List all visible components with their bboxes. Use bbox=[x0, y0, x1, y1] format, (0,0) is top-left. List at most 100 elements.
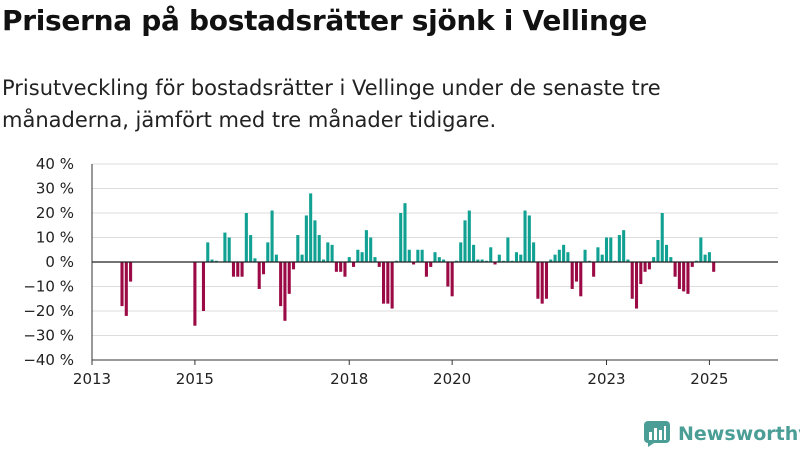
y-tick-label: −20 % bbox=[23, 302, 74, 320]
bar bbox=[686, 262, 690, 294]
bar bbox=[382, 262, 386, 304]
x-tick-label: 2020 bbox=[433, 370, 471, 388]
bar bbox=[514, 252, 519, 262]
bar bbox=[129, 262, 133, 282]
bar bbox=[270, 210, 274, 262]
bar bbox=[690, 262, 694, 267]
bar bbox=[227, 237, 231, 262]
bar bbox=[236, 262, 240, 277]
bar bbox=[223, 232, 227, 262]
x-tick-label: 2018 bbox=[330, 370, 368, 388]
bar bbox=[566, 252, 570, 262]
bar bbox=[326, 242, 330, 262]
bar bbox=[193, 262, 197, 326]
bar bbox=[472, 244, 476, 262]
bar bbox=[652, 257, 656, 262]
bar bbox=[304, 215, 308, 262]
bar bbox=[647, 262, 651, 270]
bar bbox=[596, 247, 600, 262]
brand-logo: Newsworthy bbox=[644, 421, 800, 447]
y-tick-label: 10 % bbox=[36, 229, 74, 247]
x-tick-label: 2015 bbox=[176, 370, 214, 388]
bar bbox=[291, 262, 296, 270]
bar bbox=[604, 237, 609, 262]
bar bbox=[279, 262, 283, 307]
bar bbox=[416, 249, 420, 262]
bar bbox=[583, 249, 587, 262]
page-subtitle: Prisutveckling för bostadsrätter i Velli… bbox=[2, 76, 661, 132]
bar bbox=[274, 254, 278, 262]
x-tick-label: 2013 bbox=[73, 370, 111, 388]
bar bbox=[592, 262, 596, 277]
bar bbox=[351, 262, 356, 267]
bar bbox=[343, 262, 347, 277]
bar bbox=[446, 262, 450, 287]
bar bbox=[377, 262, 381, 267]
bar bbox=[412, 262, 416, 265]
bar bbox=[493, 262, 497, 265]
bar bbox=[553, 254, 557, 262]
bar bbox=[664, 244, 669, 262]
bar bbox=[386, 262, 390, 304]
bar bbox=[574, 262, 579, 282]
bar bbox=[347, 257, 351, 262]
bars bbox=[120, 193, 716, 326]
bar bbox=[261, 262, 266, 275]
bar bbox=[519, 254, 523, 262]
bar bbox=[506, 237, 510, 262]
bar bbox=[549, 259, 553, 262]
bar bbox=[467, 210, 471, 262]
bar bbox=[403, 203, 407, 262]
bar bbox=[703, 254, 707, 262]
bar bbox=[489, 247, 493, 262]
newsworthy-logo-icon bbox=[644, 421, 670, 447]
bar bbox=[244, 213, 248, 262]
bar bbox=[570, 262, 574, 289]
bar bbox=[330, 244, 334, 262]
bar bbox=[206, 242, 210, 262]
y-tick-label: 20 % bbox=[36, 204, 74, 222]
bar bbox=[309, 193, 313, 262]
y-tick-label: −40 % bbox=[23, 351, 74, 369]
bar bbox=[609, 237, 613, 262]
bar bbox=[622, 230, 626, 262]
page-title: Priserna på bostadsrätter sjönk i Vellin… bbox=[2, 4, 648, 37]
bar bbox=[364, 230, 368, 262]
bar bbox=[527, 215, 531, 262]
bar bbox=[390, 262, 394, 309]
bar bbox=[639, 262, 643, 285]
bar bbox=[296, 235, 300, 262]
axes bbox=[91, 164, 778, 365]
bar bbox=[677, 262, 681, 289]
last-value-label: −4 % bbox=[730, 150, 771, 154]
bar bbox=[407, 249, 411, 262]
bar bbox=[480, 259, 484, 262]
bar-chart: 40 %30 %20 %10 %0 %−10 %−20 %−30 %−40 %2… bbox=[23, 150, 778, 388]
bar bbox=[617, 235, 621, 262]
y-tick-label: 0 % bbox=[45, 253, 74, 271]
grid-lines bbox=[92, 163, 778, 336]
bar bbox=[249, 235, 253, 262]
bar bbox=[536, 262, 540, 299]
bar bbox=[626, 259, 630, 262]
bar bbox=[682, 262, 686, 292]
bar bbox=[660, 213, 664, 262]
y-tick-label: −30 % bbox=[23, 327, 74, 345]
bar bbox=[712, 262, 716, 272]
bar bbox=[321, 259, 326, 262]
bar bbox=[433, 252, 437, 262]
bar bbox=[463, 220, 467, 262]
bar bbox=[257, 262, 261, 289]
bar bbox=[399, 213, 403, 262]
bar bbox=[240, 262, 244, 277]
bar bbox=[557, 249, 561, 262]
bar bbox=[373, 257, 377, 262]
bar bbox=[707, 252, 711, 262]
y-tick-label: 30 % bbox=[36, 180, 74, 198]
x-tick-label: 2025 bbox=[690, 370, 728, 388]
bar bbox=[313, 220, 317, 262]
bar bbox=[420, 249, 424, 262]
bar bbox=[231, 262, 236, 277]
bar bbox=[201, 262, 206, 311]
bar bbox=[579, 262, 583, 297]
